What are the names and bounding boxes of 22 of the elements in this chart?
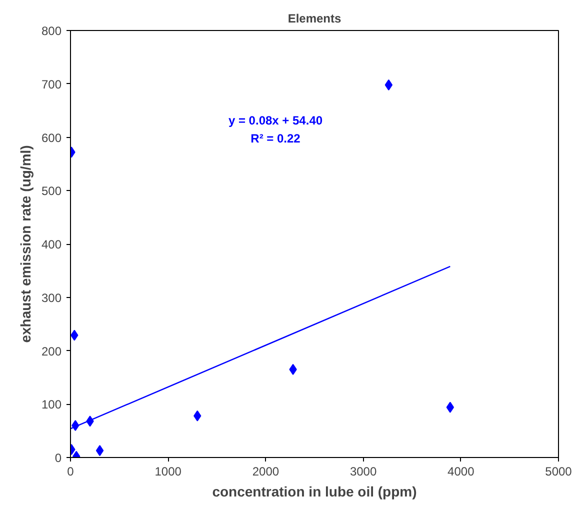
chart-title: Elements xyxy=(288,12,342,26)
y-tick-label: 300 xyxy=(41,290,62,305)
y-axis-title: exhaust emission rate (ug/ml) xyxy=(17,145,34,343)
point xyxy=(384,79,393,90)
annotation: R² = 0.22 xyxy=(250,132,301,146)
y-tick-label: 700 xyxy=(41,77,62,92)
y-tick-label: 400 xyxy=(41,238,62,252)
y-tick-label: 500 xyxy=(41,184,62,198)
x-tick-label: 3000 xyxy=(350,464,377,478)
point xyxy=(96,445,104,456)
x-tick-label: 0 xyxy=(67,464,74,478)
y-tick-label: 100 xyxy=(41,398,62,412)
x-tick-label: 5000 xyxy=(545,464,572,478)
x-tick-label: 4000 xyxy=(448,464,475,478)
x-axis-title: concentration in lube oil (ppm) xyxy=(212,484,417,500)
y-tick-label: 800 xyxy=(41,24,62,38)
y-tick-label: 0 xyxy=(54,451,62,465)
x-tick-label: 1000 xyxy=(154,464,182,478)
annotation: y = 0.08x + 54.40 xyxy=(228,114,323,128)
x-tick-label: 2000 xyxy=(252,464,280,478)
y-tick-label: 200 xyxy=(41,344,62,358)
y-tick-label: 600 xyxy=(41,130,62,145)
